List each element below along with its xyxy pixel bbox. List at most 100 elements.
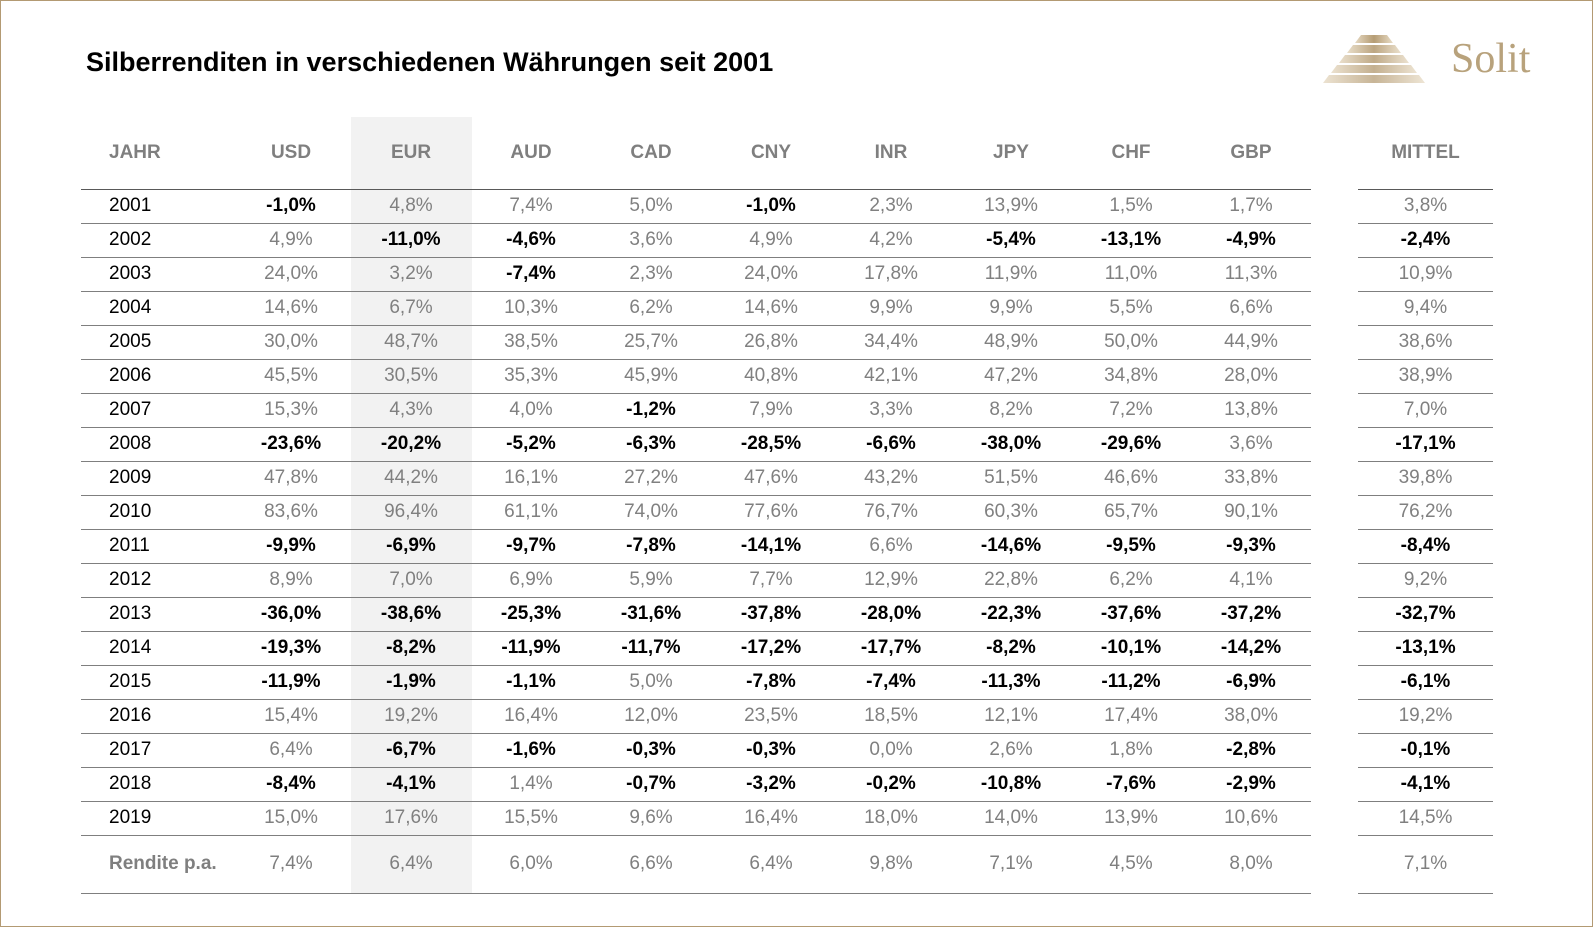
value-cell-gbp: 13,8% xyxy=(1191,393,1311,428)
column-header-aud: AUD xyxy=(471,117,591,190)
value-cell-inr: -6,6% xyxy=(831,427,951,462)
column-gap xyxy=(1311,733,1358,767)
value-cell-jpy: 47,2% xyxy=(951,359,1071,394)
value-cell-eur: -11,0% xyxy=(351,223,471,258)
value-cell-cny: -14,1% xyxy=(711,529,831,564)
footer-value-chf: 4,5% xyxy=(1071,835,1191,894)
value-cell-inr: 6,6% xyxy=(831,529,951,564)
value-cell-cad: 12,0% xyxy=(591,699,711,734)
value-cell-gbp: 44,9% xyxy=(1191,325,1311,360)
value-cell-jpy: -38,0% xyxy=(951,427,1071,462)
table-row: 2018 -8,4% -4,1% 1,4% -0,7% -3,2% -0,2% -10,8% -… xyxy=(81,767,1493,802)
value-cell-cad: 5,0% xyxy=(591,189,711,224)
value-cell-aud: -4,6% xyxy=(471,223,591,258)
table-row: 2014 -19,3% -8,2% -11,9% -11,7% -17,2% -17,7% -… xyxy=(81,631,1493,666)
value-cell-usd: -19,3% xyxy=(231,631,351,666)
column-gap xyxy=(1311,665,1358,699)
value-cell-cny: 26,8% xyxy=(711,325,831,360)
value-cell-aud: 38,5% xyxy=(471,325,591,360)
value-cell-cad: 5,0% xyxy=(591,665,711,700)
value-cell-usd: 8,9% xyxy=(231,563,351,598)
year-cell: 2012 xyxy=(81,563,231,598)
value-cell-gbp: -37,2% xyxy=(1191,597,1311,632)
value-cell-gbp: 90,1% xyxy=(1191,495,1311,530)
value-cell-mittel: -8,4% xyxy=(1358,529,1493,564)
column-gap xyxy=(1311,291,1358,325)
value-cell-inr: 17,8% xyxy=(831,257,951,292)
footer-value-cny: 6,4% xyxy=(711,835,831,894)
value-cell-mittel: -0,1% xyxy=(1358,733,1493,768)
year-cell: 2013 xyxy=(81,597,231,632)
year-cell: 2006 xyxy=(81,359,231,394)
value-cell-cny: 40,8% xyxy=(711,359,831,394)
value-cell-jpy: -14,6% xyxy=(951,529,1071,564)
table-row: 2019 15,0% 17,6% 15,5% 9,6% 16,4% 18,0% 14,0% 13… xyxy=(81,801,1493,836)
year-cell: 2016 xyxy=(81,699,231,734)
footer-value-jpy: 7,1% xyxy=(951,835,1071,894)
value-cell-cny: -1,0% xyxy=(711,189,831,224)
value-cell-eur: -8,2% xyxy=(351,631,471,666)
value-cell-jpy: 12,1% xyxy=(951,699,1071,734)
value-cell-inr: 2,3% xyxy=(831,189,951,224)
value-cell-gbp: 4,1% xyxy=(1191,563,1311,598)
value-cell-chf: 5,5% xyxy=(1071,291,1191,326)
value-cell-gbp: -2,8% xyxy=(1191,733,1311,768)
value-cell-mittel: -6,1% xyxy=(1358,665,1493,700)
column-header-chf: CHF xyxy=(1071,117,1191,190)
value-cell-cad: -0,3% xyxy=(591,733,711,768)
table-footer-row: Rendite p.a. 7,4% 6,4% 6,0% 6,6% 6,4% 9,8% 7,1%… xyxy=(81,835,1493,894)
value-cell-chf: 65,7% xyxy=(1071,495,1191,530)
year-cell: 2018 xyxy=(81,767,231,802)
value-cell-chf: -37,6% xyxy=(1071,597,1191,632)
value-cell-aud: 16,1% xyxy=(471,461,591,496)
column-gap xyxy=(1311,835,1358,893)
value-cell-gbp: 1,7% xyxy=(1191,189,1311,224)
value-cell-eur: 4,3% xyxy=(351,393,471,428)
value-cell-aud: 1,4% xyxy=(471,767,591,802)
table-row: 2008 -23,6% -20,2% -5,2% -6,3% -28,5% -6,6% -38… xyxy=(81,427,1493,462)
value-cell-chf: -29,6% xyxy=(1071,427,1191,462)
value-cell-mittel: -13,1% xyxy=(1358,631,1493,666)
column-header-jahr: JAHR xyxy=(81,117,231,190)
value-cell-cad: 2,3% xyxy=(591,257,711,292)
value-cell-eur: 6,7% xyxy=(351,291,471,326)
value-cell-jpy: 8,2% xyxy=(951,393,1071,428)
value-cell-inr: 3,3% xyxy=(831,393,951,428)
value-cell-mittel: 3,8% xyxy=(1358,189,1493,224)
value-cell-eur: -4,1% xyxy=(351,767,471,802)
table-row: 2015 -11,9% -1,9% -1,1% 5,0% -7,8% -7,4% -11,3%… xyxy=(81,665,1493,700)
value-cell-cad: 27,2% xyxy=(591,461,711,496)
value-cell-eur: -6,9% xyxy=(351,529,471,564)
value-cell-jpy: 51,5% xyxy=(951,461,1071,496)
value-cell-gbp: 10,6% xyxy=(1191,801,1311,836)
value-cell-mittel: 9,2% xyxy=(1358,563,1493,598)
footer-value-mittel: 7,1% xyxy=(1358,835,1493,894)
value-cell-chf: 1,5% xyxy=(1071,189,1191,224)
value-cell-usd: -23,6% xyxy=(231,427,351,462)
value-cell-inr: 42,1% xyxy=(831,359,951,394)
footer-value-usd: 7,4% xyxy=(231,835,351,894)
value-cell-aud: 15,5% xyxy=(471,801,591,836)
table-row: 2011 -9,9% -6,9% -9,7% -7,8% -14,1% 6,6% -14,6%… xyxy=(81,529,1493,564)
value-cell-chf: 17,4% xyxy=(1071,699,1191,734)
value-cell-cny: -28,5% xyxy=(711,427,831,462)
value-cell-usd: 45,5% xyxy=(231,359,351,394)
value-cell-inr: 34,4% xyxy=(831,325,951,360)
value-cell-cny: 77,6% xyxy=(711,495,831,530)
value-cell-usd: 15,3% xyxy=(231,393,351,428)
year-cell: 2010 xyxy=(81,495,231,530)
value-cell-mittel: -4,1% xyxy=(1358,767,1493,802)
table-row: 2007 15,3% 4,3% 4,0% -1,2% 7,9% 3,3% 8,2% 7,2% 13… xyxy=(81,393,1493,428)
column-gap xyxy=(1311,257,1358,291)
footer-value-eur: 6,4% xyxy=(351,835,471,894)
page-title: Silberrenditen in verschiedenen Währunge… xyxy=(86,47,774,77)
value-cell-cad: 6,2% xyxy=(591,291,711,326)
value-cell-inr: -0,2% xyxy=(831,767,951,802)
table-row: 2001 -1,0% 4,8% 7,4% 5,0% -1,0% 2,3% 13,9% 1,5% 1… xyxy=(81,189,1493,224)
value-cell-usd: -8,4% xyxy=(231,767,351,802)
stepped-pyramid-icon xyxy=(1323,35,1425,83)
value-cell-chf: -11,2% xyxy=(1071,665,1191,700)
value-cell-gbp: -14,2% xyxy=(1191,631,1311,666)
value-cell-eur: 4,8% xyxy=(351,189,471,224)
value-cell-aud: 61,1% xyxy=(471,495,591,530)
